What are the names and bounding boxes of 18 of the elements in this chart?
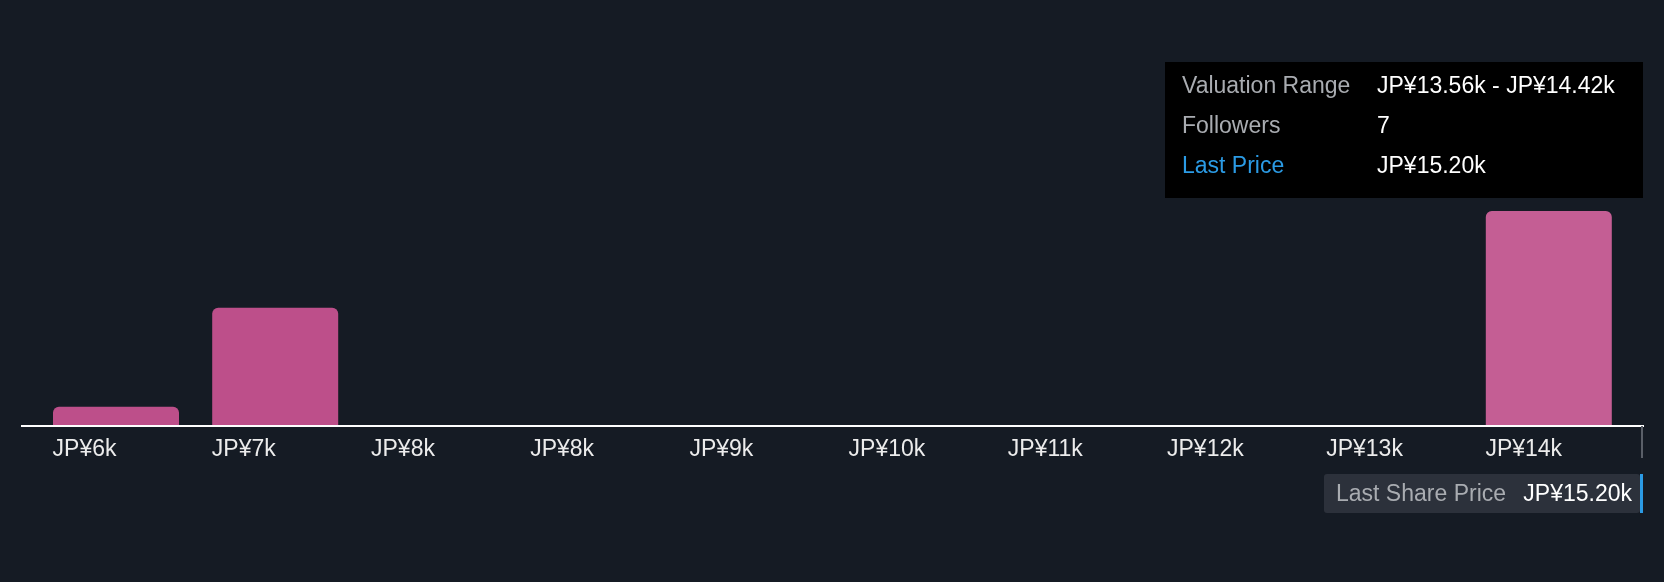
x-tick-label: JP¥13k [1326, 435, 1404, 461]
x-tick-label: JP¥8k [371, 435, 436, 461]
text: Followers [1182, 112, 1281, 139]
x-tick-label: JP¥14k [1485, 435, 1563, 461]
text: JP¥15.20k [1377, 152, 1486, 179]
text: JP¥15.20k [1523, 480, 1632, 507]
text: Last Share Price [1336, 480, 1507, 507]
x-tick-label: JP¥8k [530, 435, 595, 461]
x-tick-label: JP¥11k [1007, 435, 1084, 461]
x-tick-label: JP¥7k [211, 435, 277, 461]
text: JP¥13.56k - JP¥14.42k [1377, 72, 1615, 99]
x-tick-label: JP¥10k [848, 435, 926, 461]
text: 7 [1377, 112, 1390, 139]
x-tick-label: JP¥9k [689, 435, 754, 461]
text: Valuation Range [1182, 72, 1351, 99]
text: Last Price [1182, 152, 1285, 179]
x-tick-label: JP¥6k [52, 435, 118, 461]
x-tick-label: JP¥12k [1167, 435, 1245, 461]
